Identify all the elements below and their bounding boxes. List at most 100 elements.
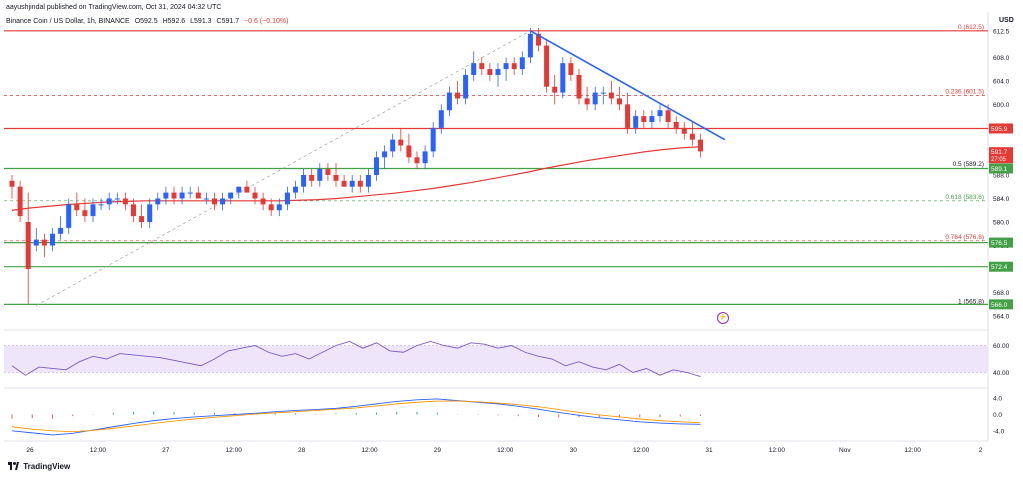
candle-body [309, 174, 315, 181]
candle-body [41, 239, 47, 246]
candle-body [511, 63, 517, 70]
candle-body [633, 116, 639, 128]
x-tick-label: 28 [298, 447, 306, 454]
candle-body [106, 198, 112, 205]
candle-body [90, 204, 96, 217]
candle-body [625, 104, 631, 128]
candle-body [698, 139, 703, 152]
x-tick-label: 31 [705, 447, 713, 454]
y-tick-label: 608.0 [993, 55, 1010, 62]
price-level-tag-text: 572.4 [991, 264, 1008, 271]
candle-body [131, 204, 136, 217]
candle-body [608, 92, 614, 99]
rsi-tick-label: 40.00 [993, 370, 1010, 377]
candle-body [147, 204, 153, 222]
candle-body [649, 116, 655, 122]
fib-level-label: 1 (565.8) [958, 299, 984, 306]
candle-body [487, 69, 493, 75]
candle-body [333, 174, 339, 181]
candle-body [228, 192, 234, 199]
publisher-line: aayushjindal published on TradingView.co… [6, 4, 222, 11]
candle-body [171, 192, 177, 199]
candle-body [66, 204, 72, 228]
y-tick-label: 564.0 [993, 314, 1010, 321]
ohlc-open: O592.5 [134, 18, 158, 25]
candle-body [244, 186, 250, 193]
candle-body [600, 92, 606, 94]
candle-body [519, 57, 525, 70]
candle-body [195, 192, 201, 199]
macd-line [11, 398, 701, 436]
x-tick-label: 2 [979, 447, 983, 454]
candle-body [9, 180, 15, 187]
candle-body [268, 204, 274, 211]
candle-body [179, 192, 185, 199]
candle-body [212, 198, 217, 205]
candle-body [82, 210, 88, 217]
rsi-tick-label: 60.00 [993, 343, 1010, 350]
price-level-tag-text: 589.1 [991, 166, 1008, 173]
ohlc-low: L591.3 [190, 18, 212, 25]
candle-body [203, 198, 209, 200]
countdown-text: 27:05 [991, 157, 1007, 163]
candle-body [446, 92, 452, 111]
x-tick-label: 27 [162, 447, 170, 454]
candle-body [479, 63, 485, 70]
candle-body [689, 133, 695, 140]
moving-average-line [11, 146, 701, 211]
candle-body [236, 186, 242, 193]
tradingview-logo-text: TradingView [23, 462, 71, 471]
price-axis-label: 612.5 [993, 28, 1010, 35]
x-tick-label: 29 [434, 447, 442, 454]
price-level-tag [989, 299, 1013, 310]
fib-level-label: 0.5 (589.2) [953, 161, 984, 168]
y-tick-label: 588.0 [993, 172, 1010, 179]
macd-tick-label: -4.0 [993, 428, 1005, 435]
candle-body [284, 192, 290, 205]
candle-body [641, 116, 647, 122]
candle-body [536, 33, 541, 46]
current-price-text: 591.7 [991, 149, 1008, 156]
y-tick-label: 600.0 [993, 102, 1010, 109]
candle-body [50, 233, 55, 246]
candle-body [139, 216, 145, 222]
candle-body [163, 192, 169, 199]
ohlc-change: −0.6 (−0.10%) [244, 18, 289, 25]
x-tick-label: 12:00 [90, 447, 107, 454]
candle-body [552, 86, 558, 93]
candle-body [25, 222, 31, 270]
candle-body [665, 110, 671, 122]
x-tick-label: 26 [26, 447, 34, 454]
candle-body [527, 33, 533, 58]
bearish-trend-line [530, 30, 726, 141]
candle-body [33, 239, 39, 246]
price-level-tag [989, 163, 1013, 174]
candle-body [455, 92, 460, 99]
candle-body [325, 169, 331, 175]
candle-body [365, 174, 371, 187]
candle-body [438, 110, 444, 128]
candle-body [276, 204, 282, 211]
candle-body [220, 198, 226, 205]
candle-body [568, 63, 574, 75]
price-level-tag-text: 595.9 [991, 126, 1008, 133]
candle-body [357, 180, 363, 187]
candle-body [382, 151, 388, 158]
fib-diagonal-line [36, 30, 531, 306]
lightning-icon[interactable]: ⚡ [717, 312, 729, 324]
y-tick-label: 580.0 [993, 220, 1010, 227]
candle-body [544, 45, 550, 87]
candle-body [592, 92, 598, 105]
tradingview-logo: TradingView [8, 462, 70, 471]
x-tick-label: 12:00 [905, 447, 922, 454]
price-level-tag [989, 261, 1013, 272]
candle-body [495, 69, 501, 75]
rsi-band [4, 345, 988, 373]
candle-body [406, 145, 412, 158]
macd-signal-line [11, 400, 701, 433]
candle-body [390, 139, 396, 152]
fib-level-label: 0.618 (583.6) [945, 194, 984, 201]
candle-body [122, 198, 128, 205]
x-tick-label: 30 [570, 447, 578, 454]
tradingview-mark-icon [8, 462, 19, 470]
